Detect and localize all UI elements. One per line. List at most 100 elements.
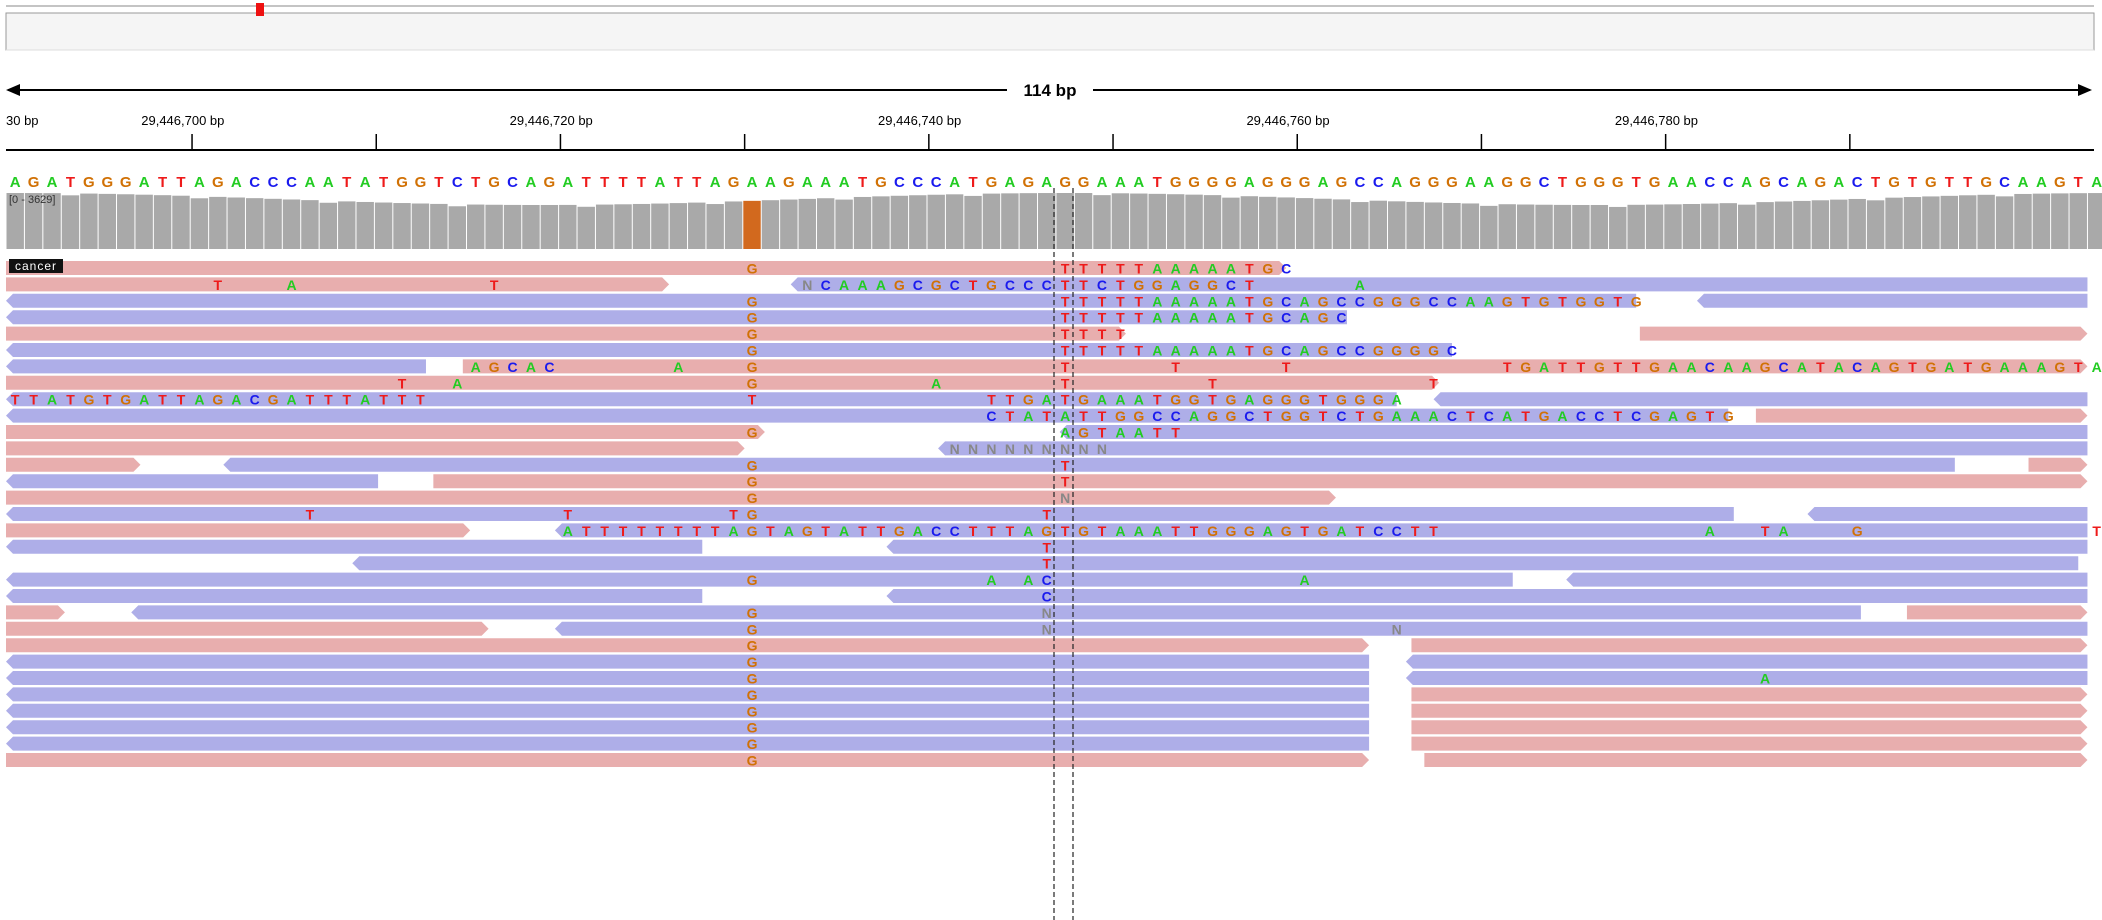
read-reverse[interactable] [1696,293,2088,308]
coverage-bar[interactable] [1922,196,1940,249]
coverage-bar[interactable] [356,201,374,249]
coverage-bar[interactable] [1185,194,1203,249]
coverage-bar[interactable] [1019,193,1038,249]
coverage-bar[interactable] [761,200,780,249]
coverage-bar[interactable] [1130,193,1148,249]
read-reverse[interactable] [1405,671,2088,685]
coverage-bar[interactable] [264,198,282,249]
read-reverse[interactable] [790,277,2088,292]
coverage-bar[interactable] [1111,193,1130,249]
coverage-bar[interactable] [890,195,909,249]
coverage-bar[interactable] [688,202,706,249]
coverage-bar[interactable] [1701,203,1719,249]
coverage-bar[interactable] [559,204,577,249]
read-reverse[interactable] [6,474,379,489]
read-reverse[interactable] [938,441,2088,456]
read-reverse[interactable] [6,392,1397,407]
coverage-bar-variant[interactable] [743,200,761,249]
read-reverse[interactable] [1433,392,2088,407]
read-reverse[interactable] [6,572,1513,587]
coverage-bar[interactable] [61,195,80,249]
coverage-bar[interactable] [1609,206,1627,249]
coverage-bar[interactable] [1314,198,1332,249]
coverage-bar[interactable] [964,195,982,249]
read-forward[interactable] [6,753,1370,767]
read-reverse[interactable] [554,621,2088,636]
read-reverse[interactable] [554,523,2088,538]
coverage-bar[interactable] [485,204,503,249]
coverage-bar[interactable] [393,203,411,249]
read-reverse[interactable] [223,457,1955,472]
read-forward[interactable] [6,457,141,472]
coverage-bar[interactable] [1590,204,1609,249]
coverage-bar[interactable] [319,202,338,249]
read-reverse[interactable] [6,736,1370,751]
coverage-bar[interactable] [595,204,614,249]
read-forward[interactable] [1755,408,2088,423]
coverage-bar[interactable] [172,195,190,249]
coverage-bar[interactable] [1277,197,1295,249]
coverage-bar[interactable] [1553,204,1572,249]
read-reverse[interactable] [1807,507,2088,521]
read-forward[interactable] [6,523,471,538]
coverage-bar[interactable] [540,204,559,249]
coverage-bar[interactable] [1995,196,2014,249]
read-forward[interactable] [1906,605,2088,620]
coverage-bar[interactable] [1056,193,1074,249]
coverage-bar[interactable] [1682,204,1701,249]
read-forward[interactable] [6,605,65,620]
coverage-bar[interactable] [503,204,522,249]
read-forward[interactable] [6,326,1126,341]
coverage-bar[interactable] [1480,205,1498,249]
coverage-bar[interactable] [209,196,227,249]
coverage-bar[interactable] [1038,193,1056,249]
coverage-bar[interactable] [798,198,816,249]
coverage-bar[interactable] [1866,200,1885,249]
coverage-bar[interactable] [227,197,245,249]
coverage-bar[interactable] [1259,196,1277,249]
read-forward[interactable] [6,425,765,439]
coverage-bar[interactable] [1203,195,1222,249]
coverage-bar[interactable] [1830,199,1848,249]
read-forward[interactable] [462,359,2088,374]
read-forward[interactable] [6,441,745,456]
coverage-bar[interactable] [1737,204,1756,249]
coverage-bar[interactable] [80,193,98,249]
coverage-bar[interactable] [1793,200,1811,249]
coverage-bar[interactable] [1774,201,1793,249]
read-forward[interactable] [433,474,2088,489]
coverage-bar[interactable] [632,203,651,249]
read-forward[interactable] [6,621,489,636]
coverage-bar[interactable] [945,194,964,249]
coverage-bar[interactable] [1940,195,1959,249]
coverage-bar[interactable] [1406,201,1424,249]
coverage-bar[interactable] [1001,193,1019,249]
coverage-bar[interactable] [853,196,872,249]
coverage-bar[interactable] [1332,199,1351,249]
coverage-bar[interactable] [706,204,724,249]
coverage-bar[interactable] [190,198,209,249]
read-reverse[interactable] [6,310,1347,325]
coverage-bar[interactable] [872,196,890,249]
read-reverse[interactable] [6,720,1370,735]
coverage-track[interactable] [0,192,2102,255]
read-reverse[interactable] [6,687,1370,702]
coverage-bar[interactable] [1977,194,1995,249]
coverage-bar[interactable] [135,194,153,249]
coverage-bar[interactable] [24,193,43,249]
read-forward[interactable] [1411,720,2088,735]
read-reverse[interactable] [6,654,1370,669]
coverage-bar[interactable] [780,199,798,249]
read-reverse[interactable] [6,408,1729,423]
chromosome-ideogram[interactable] [5,12,2095,51]
coverage-bar[interactable] [1516,204,1535,249]
read-forward[interactable] [1411,687,2088,702]
coverage-bar[interactable] [1222,197,1240,249]
coverage-bar[interactable] [982,193,1001,249]
coverage-bar[interactable] [411,203,430,249]
read-forward[interactable] [6,277,670,292]
alignment-track[interactable]: G T T T T T A A A A A T G CT A T N C A A A G C G C T G C C C T T C T G G A G G… [0,188,2102,920]
coverage-bar[interactable] [1959,195,1977,249]
coverage-bar[interactable] [1461,203,1480,249]
coverage-bar[interactable] [2014,193,2032,249]
